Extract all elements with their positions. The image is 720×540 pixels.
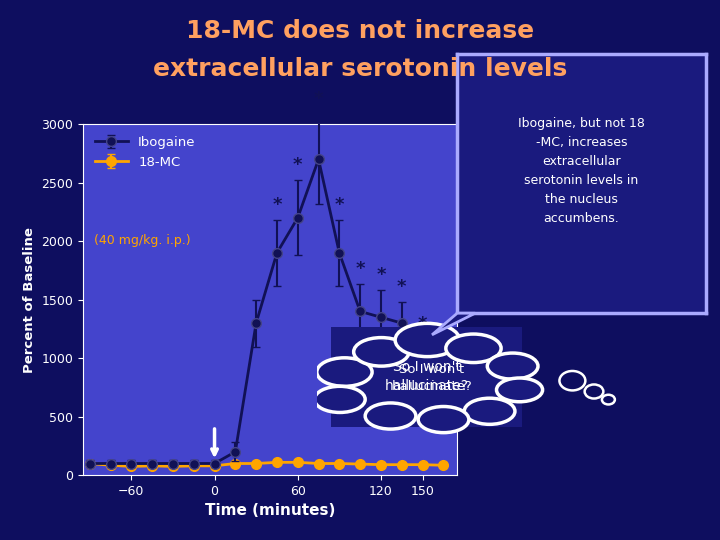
X-axis label: Time (minutes): Time (minutes): [204, 503, 336, 518]
Circle shape: [418, 407, 469, 433]
Text: *: *: [397, 278, 407, 295]
Text: *: *: [376, 266, 386, 284]
Circle shape: [395, 323, 459, 356]
Circle shape: [446, 334, 501, 362]
Text: So I won't
hallucinate?: So I won't hallucinate?: [384, 360, 469, 394]
Text: extracellular serotonin levels: extracellular serotonin levels: [153, 57, 567, 80]
Circle shape: [497, 378, 543, 402]
Circle shape: [464, 398, 515, 424]
Text: *: *: [438, 348, 448, 366]
Text: *: *: [293, 156, 302, 174]
Circle shape: [315, 386, 365, 413]
Circle shape: [354, 338, 409, 366]
Text: Ibogaine, but not 18
-MC, increases
extracellular
serotonin levels in
the nucleu: Ibogaine, but not 18 -MC, increases extr…: [518, 117, 645, 225]
Circle shape: [365, 403, 416, 429]
Y-axis label: Percent of Baseline: Percent of Baseline: [22, 227, 36, 373]
Text: *: *: [314, 90, 323, 109]
Text: So I won't
hallucinate?: So I won't hallucinate?: [392, 363, 472, 393]
Circle shape: [487, 353, 538, 379]
Text: (40 mg/kg. i.p.): (40 mg/kg. i.p.): [94, 233, 191, 247]
Text: *: *: [335, 195, 344, 214]
Text: *: *: [418, 315, 427, 333]
Circle shape: [317, 358, 372, 386]
Text: *: *: [272, 195, 282, 214]
Text: 18-MC does not increase: 18-MC does not increase: [186, 19, 534, 43]
Legend: Ibogaine, 18-MC: Ibogaine, 18-MC: [89, 131, 201, 174]
Text: *: *: [356, 260, 365, 278]
